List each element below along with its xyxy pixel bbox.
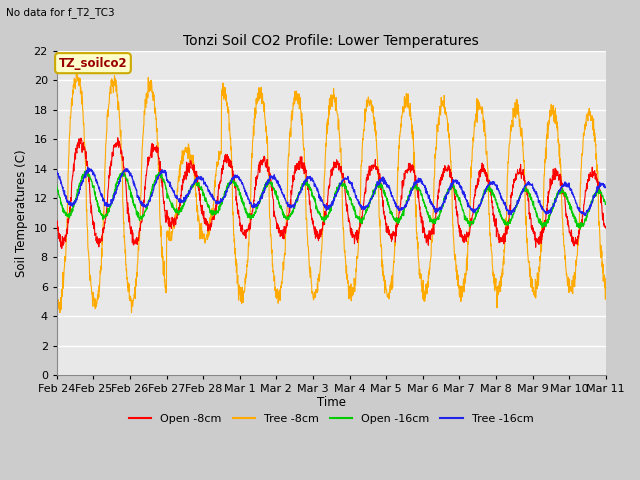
Text: TZ_soilco2: TZ_soilco2 (59, 57, 127, 70)
X-axis label: Time: Time (317, 396, 346, 408)
Title: Tonzi Soil CO2 Profile: Lower Temperatures: Tonzi Soil CO2 Profile: Lower Temperatur… (184, 34, 479, 48)
Y-axis label: Soil Temperatures (C): Soil Temperatures (C) (15, 149, 28, 277)
Legend: Open -8cm, Tree -8cm, Open -16cm, Tree -16cm: Open -8cm, Tree -8cm, Open -16cm, Tree -… (125, 409, 538, 428)
Text: No data for f_T2_TC3: No data for f_T2_TC3 (6, 7, 115, 18)
